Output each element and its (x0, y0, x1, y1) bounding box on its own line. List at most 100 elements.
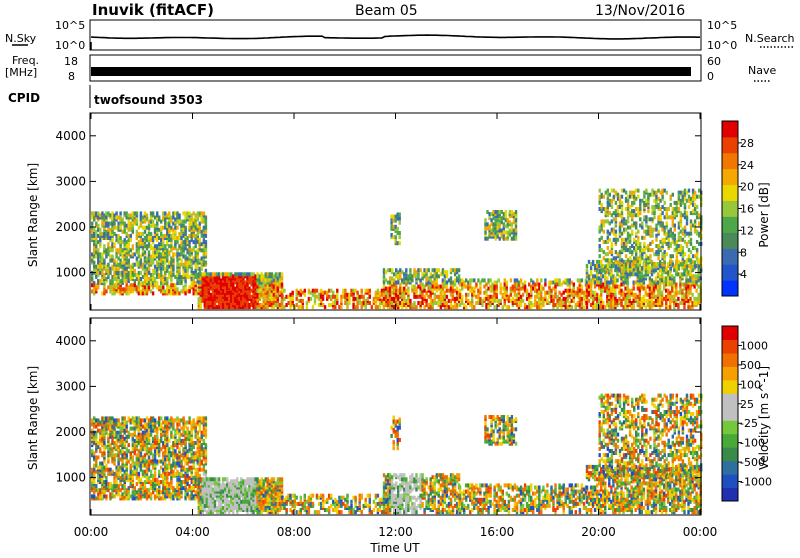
heatmap-cell (689, 285, 691, 289)
heatmap-cell (289, 303, 291, 307)
heatmap-cell (93, 228, 95, 232)
heatmap-cell (454, 283, 456, 287)
heatmap-cell (635, 272, 637, 276)
heatmap-cell (465, 305, 467, 309)
nsky-label: N.Sky (5, 32, 37, 45)
heatmap-cell (188, 244, 190, 248)
heatmap-cell (304, 289, 306, 293)
heatmap-cell (417, 285, 419, 289)
heatmap-cell (682, 254, 684, 258)
heatmap-cell (507, 222, 509, 226)
heatmap-cell (677, 297, 679, 301)
heatmap-cell (172, 259, 174, 263)
heatmap-cell (581, 297, 583, 301)
heatmap-cell (132, 244, 134, 248)
heatmap-cell (681, 283, 683, 287)
heatmap-cell (399, 221, 401, 225)
heatmap-cell (113, 232, 115, 236)
heatmap-cell (614, 301, 616, 305)
heatmap-cell (121, 416, 123, 420)
heatmap-cell (534, 299, 536, 303)
heatmap-cell (485, 303, 487, 307)
heatmap-cell (647, 209, 649, 213)
heatmap-cell (128, 250, 130, 254)
heatmap-cell (653, 269, 655, 273)
heatmap-cell (446, 301, 448, 305)
heatmap-cell (154, 255, 156, 259)
heatmap-cell (405, 283, 407, 287)
heatmap-cell (425, 272, 427, 276)
heatmap-cell (144, 250, 146, 254)
heatmap-cell (661, 301, 663, 305)
heatmap-cell (696, 248, 698, 252)
heatmap-cell (614, 268, 616, 272)
heatmap-cell (113, 283, 115, 287)
heatmap-cell (425, 268, 427, 272)
heatmap-cell (121, 218, 123, 222)
heatmap-cell (688, 205, 690, 209)
heatmap-cell (633, 201, 635, 205)
heatmap-cell (670, 228, 672, 232)
heatmap-cell (664, 260, 666, 264)
heatmap-cell (581, 289, 583, 293)
heatmap-cell (121, 248, 123, 252)
heatmap-cell (113, 476, 115, 480)
heatmap-cell (397, 227, 399, 231)
heatmap-cell (417, 272, 419, 276)
heatmap-cell (614, 293, 616, 297)
heatmap-cell (134, 263, 136, 267)
heatmap-cell (148, 277, 150, 281)
heatmap-cell (391, 297, 393, 301)
heatmap-cell (639, 203, 641, 207)
heatmap-cell (107, 228, 109, 232)
heatmap-cell (140, 259, 142, 263)
heatmap-cell (216, 305, 218, 309)
heatmap-cell (635, 293, 637, 297)
heatmap-cell (417, 301, 419, 305)
heatmap-cell (600, 285, 602, 289)
heatmap-cell (485, 297, 487, 301)
heatmap-cell (200, 305, 202, 309)
heatmap-cell (154, 277, 156, 281)
heatmap-cell (465, 278, 467, 282)
heatmap-cell (405, 276, 407, 280)
colorbar-tick-label: 16 (740, 203, 754, 216)
power-y-label: Slant Range [km] (26, 163, 40, 267)
heatmap-cell (236, 285, 238, 289)
heatmap-cell (670, 203, 672, 207)
heatmap-cell (322, 297, 324, 301)
heatmap-cell (109, 271, 111, 275)
heatmap-cell (465, 293, 467, 297)
heatmap-cell (269, 301, 271, 305)
heatmap-cell (148, 236, 150, 240)
heatmap-cell (93, 246, 95, 250)
heatmap-cell (603, 224, 605, 228)
heatmap-cell (682, 246, 684, 250)
heatmap-cell (515, 224, 517, 228)
heatmap-cell (148, 257, 150, 261)
heatmap-cell (405, 289, 407, 293)
heatmap-cell (356, 301, 358, 305)
heatmap-cell (514, 283, 516, 287)
heatmap-cell (107, 211, 109, 215)
heatmap-cell (201, 230, 203, 234)
heatmap-cell (641, 236, 643, 240)
heatmap-cell (637, 230, 639, 234)
heatmap-cell (99, 462, 101, 466)
heatmap-cell (188, 252, 190, 256)
heatmap-cell (601, 248, 603, 252)
heatmap-cell (486, 222, 488, 226)
heatmap-cell (601, 228, 603, 232)
heatmap-cell (283, 305, 285, 309)
heatmap-cell (242, 285, 244, 289)
heatmap-cell (128, 234, 130, 238)
heatmap-cell (669, 305, 671, 309)
heatmap-cell (666, 252, 668, 256)
heatmap-cell (121, 478, 123, 482)
heatmap-cell (91, 222, 93, 226)
heatmap-cell (452, 295, 454, 299)
heatmap-cell (188, 234, 190, 238)
heatmap-cell (128, 443, 130, 447)
heatmap-cell (635, 265, 637, 269)
heatmap-cell (682, 263, 684, 267)
